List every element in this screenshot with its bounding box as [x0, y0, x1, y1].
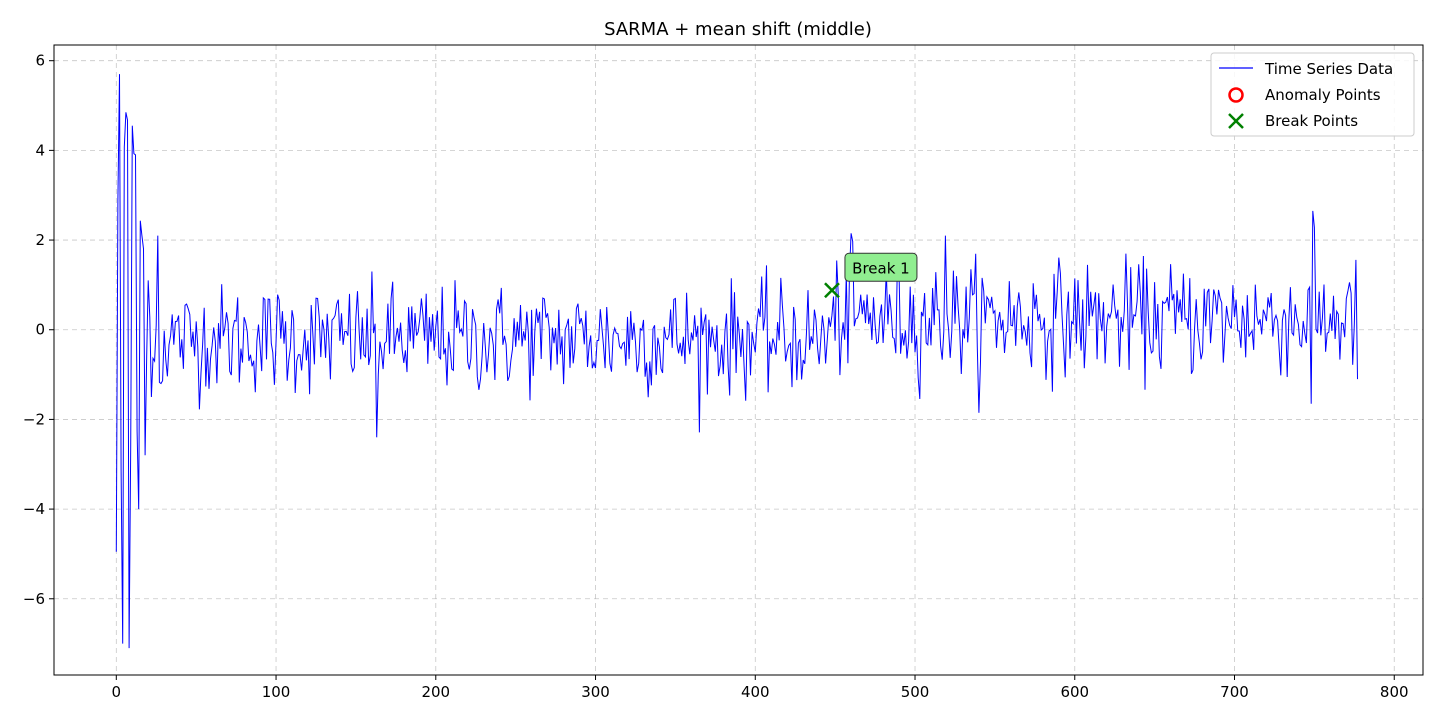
y-tick-label: 6: [35, 52, 45, 70]
legend-box: [1210, 52, 1415, 137]
x-tick-label: 800: [1380, 683, 1409, 701]
series-line-time-series-data: [115, 74, 1358, 649]
legend-break-swatch: [1228, 113, 1244, 129]
break-point-marker: [824, 282, 840, 299]
x-tick-label: 300: [581, 683, 610, 701]
y-tick-label: 4: [35, 141, 45, 159]
legend-anomaly-swatch: [1228, 87, 1244, 103]
break-annotation: Break 1: [844, 252, 918, 282]
markers-layer: Break 1: [824, 252, 918, 299]
legend-label-break: Break Points: [1265, 112, 1358, 130]
legend-label-anomaly: Anomaly Points: [1265, 86, 1381, 104]
x-tick-label: 200: [421, 683, 450, 701]
x-tick-label: 500: [901, 683, 930, 701]
x-tick-label: 0: [112, 683, 122, 701]
x-tick-label: 100: [262, 683, 291, 701]
y-tick-label: −6: [23, 590, 45, 608]
x-tick-label: 600: [1060, 683, 1089, 701]
break-annotation-label: Break 1: [852, 259, 910, 277]
legend: Time Series Data Anomaly Points Break Po…: [1210, 52, 1415, 137]
plot-frame: [53, 44, 1424, 676]
x-tick-label: 400: [741, 683, 770, 701]
y-tick-label: 2: [35, 231, 45, 249]
legend-label-series: Time Series Data: [1264, 60, 1393, 78]
x-tick-label: 700: [1220, 683, 1249, 701]
x-axis: 0 100 200 300 400 500 600 700 800: [112, 675, 1409, 701]
y-tick-label: −4: [23, 500, 45, 518]
y-tick-label: −2: [23, 410, 45, 428]
y-axis: −6 −4 −2 0 2 4 6: [23, 52, 54, 608]
chart-title: SARMA + mean shift (middle): [604, 19, 872, 40]
y-tick-label: 0: [35, 321, 45, 339]
series-layer: [115, 74, 1358, 649]
